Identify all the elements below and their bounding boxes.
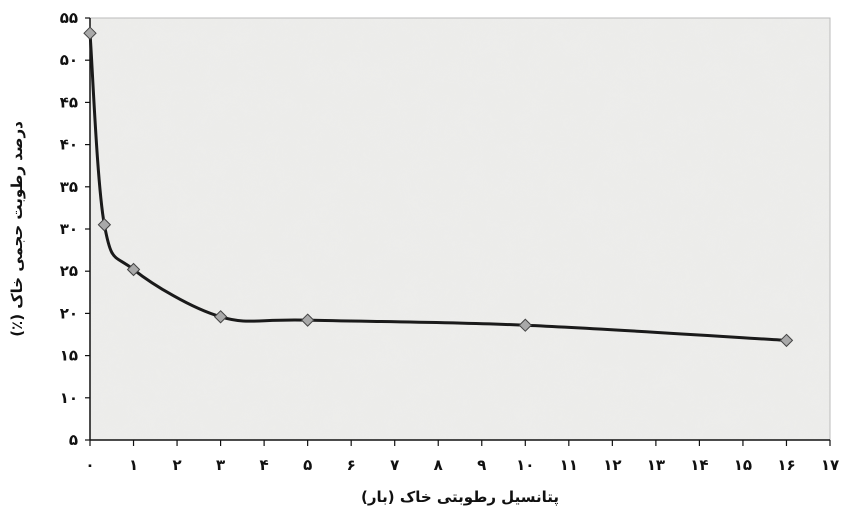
plot-area-texture <box>90 18 830 440</box>
y-tick-label: ۳۰ <box>60 220 78 238</box>
y-tick-label: ۳۵ <box>60 178 78 196</box>
x-tick-label: ۴ <box>260 456 269 474</box>
data-point-marker <box>300 313 315 327</box>
data-point-marker <box>518 318 533 332</box>
y-tick-label: ۵ <box>69 431 78 449</box>
x-tick-label: ۱۲ <box>603 456 621 474</box>
y-tick-label: ۲۵ <box>60 262 78 280</box>
y-axis-ticks: ۵ ۱۰ ۱۵ ۲۰ ۲۵ ۳۰ ۳۵ ۴۰ ۴۵ ۵۰ ۵۵ <box>60 9 90 449</box>
data-series <box>83 26 794 348</box>
x-tick-label: ۳ <box>216 456 225 474</box>
x-tick-label: ۱۱ <box>560 456 578 474</box>
data-point-marker <box>97 218 112 232</box>
x-tick-label: ۱۶ <box>777 456 795 474</box>
x-tick-label: ۱ <box>129 456 138 474</box>
x-tick-label: ۵ <box>303 456 312 474</box>
x-tick-label: ۱۰ <box>516 456 534 474</box>
y-tick-label: ۴۰ <box>60 136 78 154</box>
x-tick-label: ۶ <box>347 456 356 474</box>
y-axis-title: درصد رطوبت حجمی خاک (٪) <box>8 121 26 337</box>
x-tick-label: ۸ <box>434 456 443 474</box>
y-tick-label: ۵۰ <box>60 51 78 69</box>
y-tick-label: ۴۵ <box>60 93 78 111</box>
y-tick-label: ۱۵ <box>60 347 78 365</box>
x-tick-label: ۱۴ <box>690 456 708 474</box>
x-tick-label: ۱۵ <box>734 456 752 474</box>
x-tick-label: ۲ <box>172 456 181 474</box>
x-axis-ticks: ۰ ۱ ۲ ۳ ۴ ۵ ۶ ۷ ۸ ۹ ۱۰ ۱۱ ۱۲ ۱۳ ۱۴ ۱۵ ۱۶ ۱۷ <box>85 440 839 474</box>
y-tick-label: ۵۵ <box>60 9 78 27</box>
x-tick-label: ۹ <box>477 456 486 474</box>
data-point-marker <box>126 262 141 277</box>
x-axis-title: پتانسیل رطوبتی خاک (بار) <box>361 488 559 507</box>
data-point-marker <box>83 26 97 40</box>
data-point-marker <box>779 333 794 348</box>
y-tick-label: ۲۰ <box>60 304 78 322</box>
x-tick-label: ۷ <box>390 456 399 474</box>
x-tick-label: ۱۷ <box>821 456 839 474</box>
y-tick-label: ۱۰ <box>60 389 78 407</box>
data-point-marker <box>213 310 228 324</box>
x-tick-label: ۱۳ <box>647 456 665 474</box>
x-tick-label: ۰ <box>85 456 94 474</box>
